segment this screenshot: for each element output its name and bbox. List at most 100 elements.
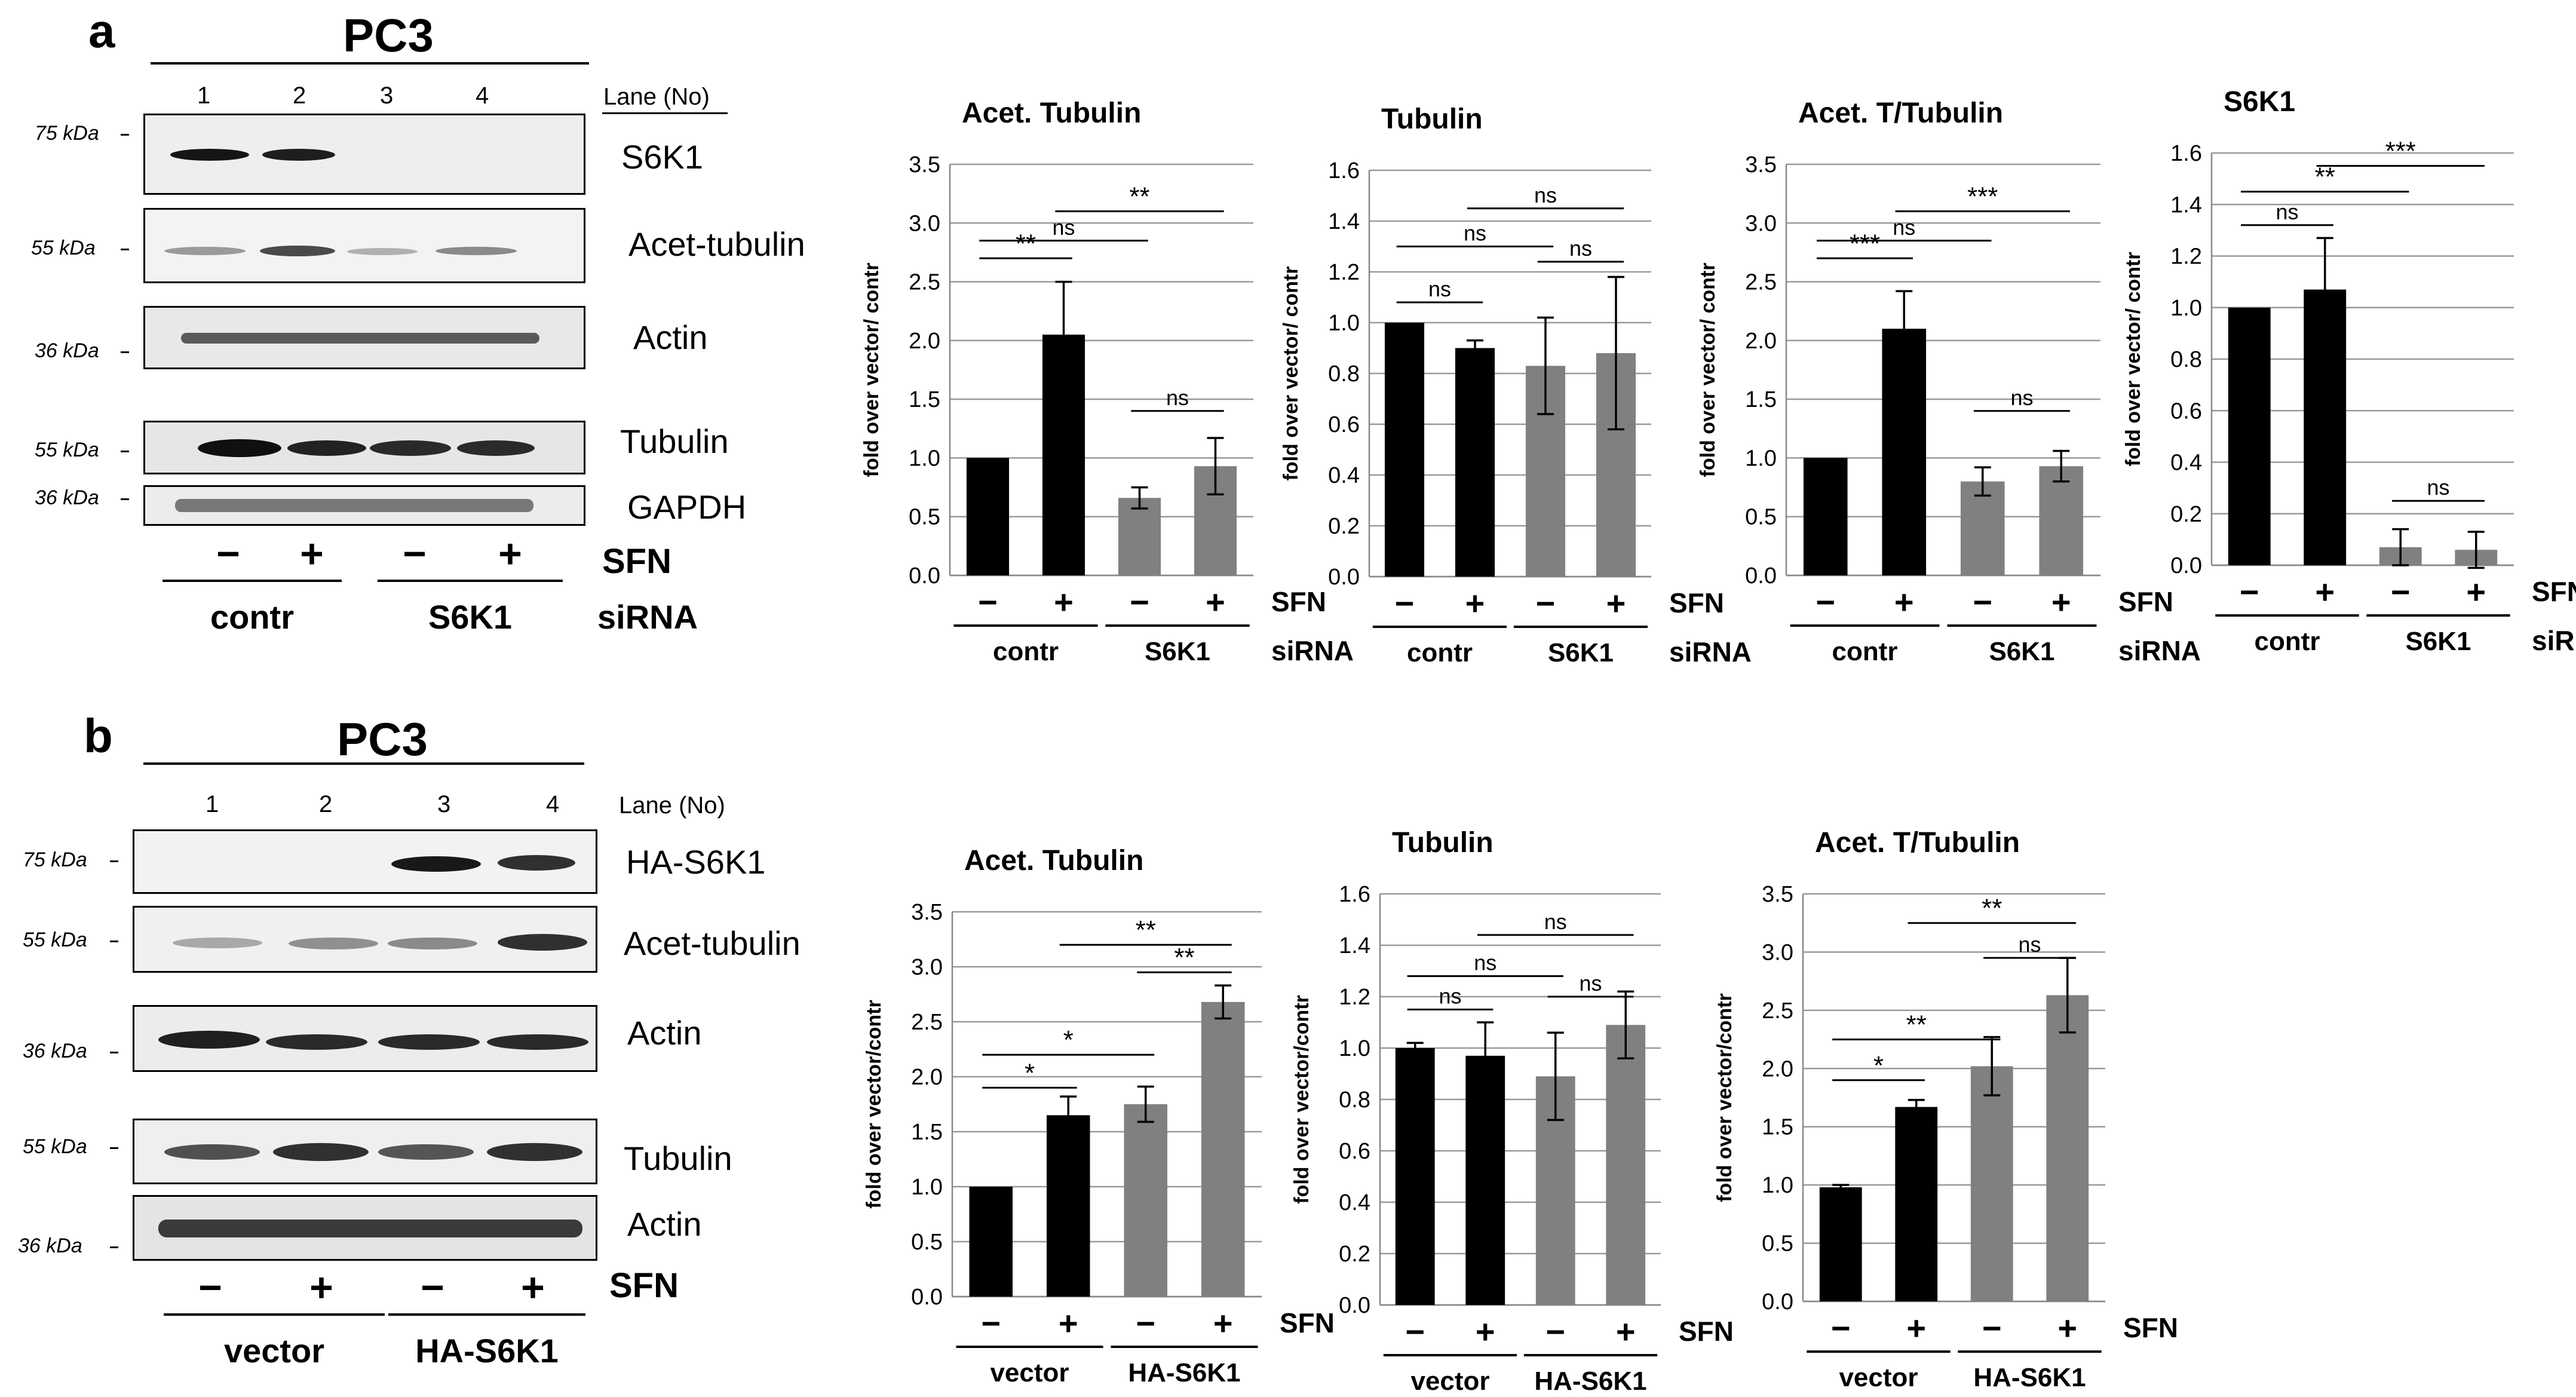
- chart-2-ytick-label: 1.2: [1328, 260, 1360, 285]
- panel-a-kda-1: 75 kDa: [35, 122, 99, 145]
- chart-3-bar-4: [2039, 466, 2084, 575]
- chart-5-sfn-sign-4: +: [1213, 1304, 1233, 1342]
- chart-3-ytick-label: 2.0: [1745, 329, 1777, 354]
- chart-5-ytick-label: 3.0: [911, 955, 943, 980]
- chart-7-ytick-label: 2.5: [1762, 998, 1793, 1024]
- chart-6-title: Tubulin: [1392, 827, 1494, 859]
- panel-a-sfn-sign-4: +: [498, 531, 522, 577]
- chart-4-ytick-label: 0.0: [2170, 553, 2202, 578]
- panel-b-blot-acet-tubulin: [133, 906, 597, 973]
- chart-7-ytick-label: 3.0: [1762, 940, 1793, 965]
- chart-4-sfn-sign-3: −: [2391, 573, 2411, 611]
- panel-b-kda-tick-2: [110, 940, 118, 942]
- chart-1-sfn-sign-4: +: [1206, 583, 1225, 621]
- chart-1-ytick-label: 0.5: [909, 505, 940, 530]
- panel-a-sfn-sign-3: −: [403, 531, 427, 577]
- chart-4-group-label-2: S6K1: [2405, 627, 2471, 656]
- blot-band: [436, 247, 517, 255]
- chart-1-ytick-label: 1.0: [909, 446, 940, 471]
- panel-b-kda-4: 55 kDa: [23, 1135, 87, 1158]
- chart-3-sfn-sign-1: −: [1816, 583, 1835, 621]
- chart-2-sfn-sign-2: +: [1465, 584, 1485, 622]
- blot-band: [378, 1034, 480, 1050]
- panel-a-blot-label-4: Tubulin: [620, 422, 729, 460]
- chart-4-ytick-label: 0.6: [2170, 399, 2202, 424]
- chart-1-ytick-label: 2.0: [909, 329, 940, 354]
- chart-3-sig-label-3: ***: [1967, 182, 1998, 212]
- chart-6-sfn-label: SFN: [1679, 1316, 1734, 1347]
- chart-4-ytick-label: 1.6: [2170, 141, 2202, 166]
- chart-7-ytick-label: 3.5: [1762, 882, 1793, 907]
- panel-b-lane-3: 3: [437, 791, 451, 817]
- panel-a-lane-header: Lane (No): [603, 84, 710, 110]
- chart-2-group-suffix: siRNA: [1669, 636, 1752, 667]
- blot-band: [164, 1144, 260, 1160]
- chart-6-ytick-label: 0.2: [1339, 1242, 1370, 1267]
- chart-2-ylabel: fold over vector/ contr: [1280, 266, 1302, 481]
- chart-6-sfn-sign-2: +: [1476, 1313, 1495, 1350]
- chart-4-sfn-sign-1: −: [2240, 573, 2259, 611]
- chart-1-ytick-label: 3.0: [909, 211, 940, 236]
- chart-6-ytick-label: 1.6: [1339, 882, 1370, 907]
- panel-b-kda-tick-3: [110, 1052, 118, 1053]
- chart-5-sfn-sign-2: +: [1059, 1304, 1078, 1342]
- chart-5-group-label-1: vector: [990, 1358, 1069, 1387]
- panel-a-group-1: contr: [210, 598, 294, 636]
- chart-4-ylabel: fold over vector/ contr: [2122, 252, 2145, 467]
- panel-b-sfn-sign-3: −: [421, 1265, 444, 1310]
- panel-b-group-1: vector: [223, 1332, 325, 1370]
- chart-5-ytick-label: 0.0: [911, 1285, 943, 1310]
- panel-b-lane-header: Lane (No): [619, 792, 725, 819]
- chart-2-group-label-1: contr: [1407, 638, 1473, 667]
- chart-1-group-label-1: contr: [993, 637, 1059, 666]
- chart-2-sig-label-3: ns: [1534, 183, 1557, 207]
- blot-band: [158, 1031, 260, 1049]
- panel-b-sfn-label: SFN: [609, 1266, 679, 1305]
- chart-2-group-label-2: S6K1: [1548, 638, 1614, 667]
- blot-band: [391, 856, 481, 872]
- chart-6-ytick-label: 1.2: [1339, 985, 1370, 1010]
- panel-a-kda-3: 36 kDa: [35, 339, 99, 362]
- chart-4-ytick-label: 0.4: [2170, 451, 2202, 476]
- panel-b-kda-5: 36 kDa: [18, 1234, 82, 1257]
- chart-5-sfn-sign-1: −: [981, 1304, 1001, 1342]
- blot-band: [498, 855, 575, 871]
- chart-5-ytick-label: 0.5: [911, 1230, 943, 1255]
- chart-6-ytick-label: 0.0: [1339, 1293, 1370, 1318]
- chart-6-sfn-sign-1: −: [1405, 1313, 1425, 1350]
- chart-3-group-label-2: S6K1: [1989, 637, 2054, 666]
- chart-7-ytick-label: 1.0: [1762, 1173, 1793, 1198]
- blot-band: [388, 938, 477, 949]
- chart-5-sig-label-1: *: [1025, 1058, 1035, 1087]
- chart-7-ytick-label: 2.0: [1762, 1056, 1793, 1082]
- chart-2-ytick-label: 0.8: [1328, 361, 1360, 387]
- chart-3-ytick-label: 3.0: [1745, 211, 1777, 236]
- panel-a-blot-label-1: S6K1: [621, 138, 703, 176]
- blot-band: [175, 499, 533, 512]
- blot-band: [273, 1143, 369, 1161]
- chart-5-sfn-label: SFN: [1280, 1307, 1335, 1338]
- panel-b-sfn-sign-4: +: [521, 1265, 545, 1310]
- panel-a-blot-s6k1: [143, 114, 585, 195]
- chart-6-ylabel: fold over vector/contr: [1290, 995, 1313, 1204]
- chart-5-bar-1: [969, 1187, 1013, 1297]
- chart-3-bar-3: [1960, 481, 2005, 575]
- chart-2-sfn-sign-1: −: [1395, 584, 1415, 622]
- blot-band: [158, 1220, 582, 1237]
- chart-5-sig-label-2: *: [1063, 1025, 1074, 1055]
- chart-5-ytick-label: 2.0: [911, 1065, 943, 1090]
- panel-a-blot-label-2: Acet-tubulin: [628, 225, 805, 263]
- chart-6-ytick-label: 1.0: [1339, 1036, 1370, 1061]
- panel-a-sfn-sign-2: +: [300, 531, 324, 577]
- panel-b-lane-4: 4: [546, 791, 560, 817]
- chart-2-sig-label-1: ns: [1428, 277, 1451, 301]
- chart-5-sig-label-3: **: [1174, 943, 1194, 972]
- panel-b-lane-2: 2: [319, 791, 333, 817]
- blot-band: [370, 440, 451, 456]
- chart-6-ytick-label: 0.6: [1339, 1139, 1370, 1164]
- chart-6-bar-4: [1606, 1025, 1646, 1305]
- panel-b-blot-actin-2: [133, 1195, 597, 1261]
- chart-7-sfn-sign-3: −: [1982, 1309, 2002, 1347]
- chart-5-title: Acet. Tubulin: [964, 845, 1143, 877]
- chart-3-ytick-label: 3.5: [1745, 152, 1777, 177]
